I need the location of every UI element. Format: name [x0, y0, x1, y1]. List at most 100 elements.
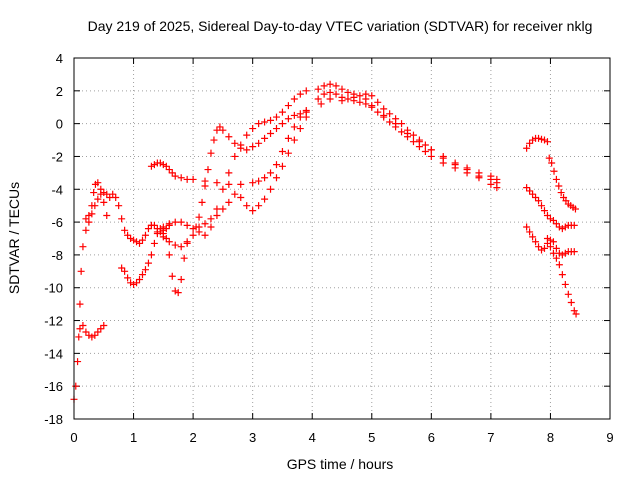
data-point [156, 225, 164, 233]
data-point [526, 187, 534, 195]
data-point [386, 118, 394, 126]
data-point [213, 179, 221, 187]
data-point [165, 251, 173, 259]
data-point [523, 223, 531, 231]
data-point [546, 243, 554, 251]
data-point [165, 220, 173, 228]
data-point [82, 215, 90, 223]
plot-frame [73, 57, 611, 420]
data-point [555, 182, 563, 190]
y-tick-label: 4 [56, 51, 63, 66]
data-point [219, 185, 227, 193]
data-point [267, 169, 275, 177]
y-tick-label: -2 [51, 149, 63, 164]
data-points [70, 80, 580, 403]
data-point [523, 144, 531, 152]
data-point [150, 161, 158, 169]
data-point [237, 193, 245, 201]
data-point [421, 148, 429, 156]
data-point [398, 128, 406, 136]
data-point [439, 154, 447, 162]
data-point [100, 321, 108, 329]
data-point [278, 120, 286, 128]
data-point [543, 138, 551, 146]
data-point [168, 169, 176, 177]
series-sat-e [147, 107, 310, 188]
data-point [115, 202, 123, 210]
data-point [296, 125, 304, 133]
data-point [356, 98, 364, 106]
data-point [136, 276, 144, 284]
data-point [174, 289, 182, 297]
data-point [237, 180, 245, 188]
series-sat-f [147, 108, 310, 251]
data-point [171, 241, 179, 249]
data-point [144, 225, 152, 233]
data-point [138, 236, 146, 244]
series-sat-c [82, 179, 111, 223]
data-point [427, 152, 435, 160]
data-point [249, 125, 257, 133]
data-point [94, 179, 102, 187]
data-point [207, 149, 215, 157]
data-point [124, 231, 132, 239]
data-point [231, 139, 239, 147]
data-point [404, 129, 412, 137]
data-point [278, 108, 286, 116]
y-tick-label: 0 [56, 117, 63, 132]
data-point [326, 80, 334, 88]
y-tick-label: -18 [44, 412, 63, 427]
data-point [198, 198, 206, 206]
data-point [540, 244, 548, 252]
data-point [147, 221, 155, 229]
data-point [546, 215, 554, 223]
data-point [165, 238, 173, 246]
data-point [162, 225, 170, 233]
data-point [147, 251, 155, 259]
data-point [572, 310, 580, 318]
data-point [538, 135, 546, 143]
axis-ticks: 0 1 2 3 4 5 6 7 8 9 -18 -16 -14 -12 -10 -8 -6 -4 -2 0 2 4 [44, 51, 613, 445]
data-point [532, 193, 540, 201]
y-axis-label: SDTVAR / TECUs [6, 182, 22, 294]
data-point [82, 328, 90, 336]
data-point [526, 139, 534, 147]
data-point [177, 276, 185, 284]
data-point [290, 123, 298, 131]
data-point [72, 382, 80, 390]
data-point [344, 95, 352, 103]
x-tick-label: 1 [130, 430, 137, 445]
data-point [213, 212, 221, 220]
data-point [272, 161, 280, 169]
data-point [144, 259, 152, 267]
data-point [332, 82, 340, 90]
data-point [552, 254, 560, 262]
data-point [127, 279, 135, 287]
data-point [147, 162, 155, 170]
data-point [189, 231, 197, 239]
data-point [159, 233, 167, 241]
data-point [141, 266, 149, 274]
data-point [415, 138, 423, 146]
data-point [100, 198, 108, 206]
data-point [100, 189, 108, 197]
data-point [103, 190, 111, 198]
data-point [118, 215, 126, 223]
data-point [535, 197, 543, 205]
data-point [272, 113, 280, 121]
data-point [540, 207, 548, 215]
data-point [261, 174, 269, 182]
data-point [535, 134, 543, 142]
data-point [552, 244, 560, 252]
data-point [189, 175, 197, 183]
data-point [338, 97, 346, 105]
data-point [159, 161, 167, 169]
data-point [558, 251, 566, 259]
data-point [183, 175, 191, 183]
data-point [561, 280, 569, 288]
data-point [94, 195, 102, 203]
data-point [243, 131, 251, 139]
series-sat-n [523, 184, 578, 233]
y-tick-label: -8 [51, 248, 63, 263]
